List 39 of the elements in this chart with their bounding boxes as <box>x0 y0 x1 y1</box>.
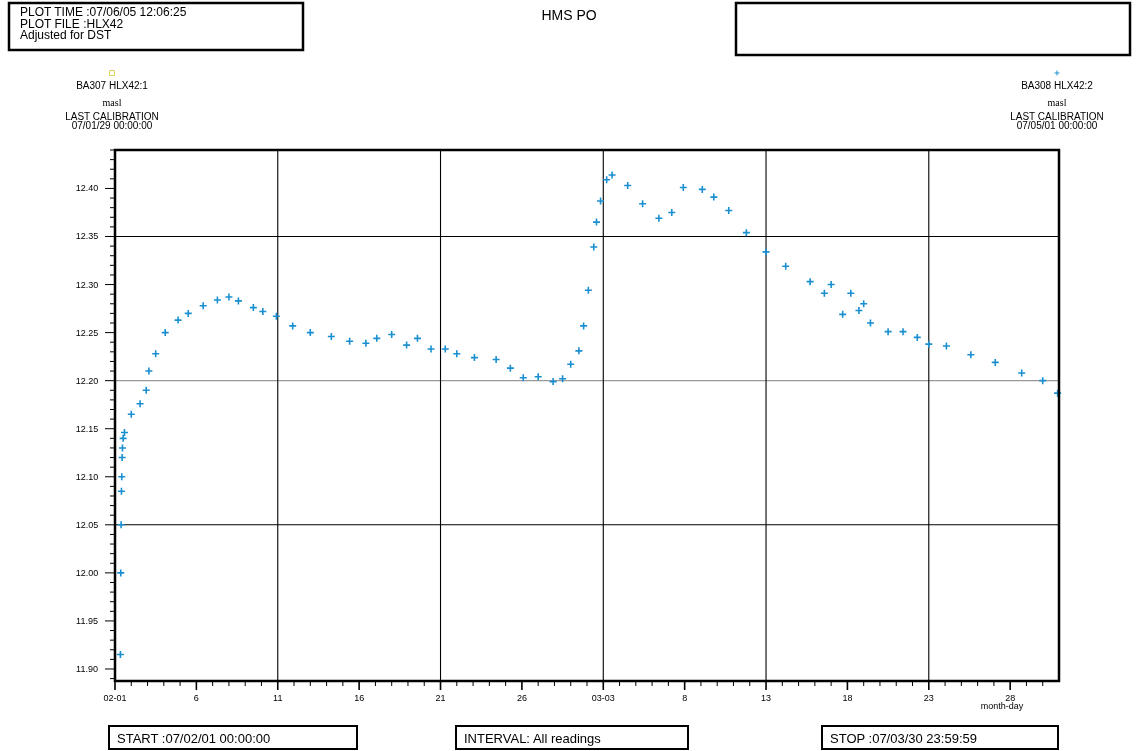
x-tick-label: 21 <box>435 693 446 703</box>
y-tick-label: 12.40 <box>75 183 99 194</box>
x-tick-label: 02-01 <box>103 693 127 703</box>
text: INTERVAL: All readings <box>464 731 602 746</box>
text: Adjusted for DST <box>20 28 113 42</box>
text: PLOT FILE :HLX42 <box>20 16 124 31</box>
x-tick-label: 13 <box>761 693 772 703</box>
y-tick-label: 12.00 <box>75 567 99 578</box>
x-tick-label: 26 <box>516 693 527 703</box>
y-tick-label: 12.05 <box>75 519 99 530</box>
text: BA307 HLX42:1 <box>76 80 149 91</box>
y-tick-label: 12.30 <box>75 279 99 290</box>
x-tick-label: 23 <box>923 693 934 703</box>
y-tick-label: 11.95 <box>76 615 98 626</box>
chart-title: HMS PO <box>541 7 597 23</box>
text: masl <box>1047 97 1067 108</box>
text: START :07/02/01 00:00:00 <box>117 731 271 746</box>
x-tick-label: 8 <box>682 693 688 703</box>
x-tick-label: 6 <box>193 693 199 703</box>
x-tick-label: 18 <box>842 693 853 703</box>
text: 07/05/01 00:00:00 <box>1016 120 1098 131</box>
text: 07/01/29 00:00:00 <box>71 120 153 131</box>
legend-label: BA308 HLX42:2 <box>1021 80 1094 91</box>
y-tick-label: 12.25 <box>75 327 99 338</box>
text: LAST CALIBRATION <box>65 111 159 122</box>
text: STOP :07/03/30 23:59:59 <box>830 731 977 746</box>
y-tick-label: 12.35 <box>75 231 99 242</box>
y-tick-label: 12.10 <box>75 471 99 482</box>
text: masl <box>102 97 122 108</box>
x-axis-title: month-day <box>980 701 1024 711</box>
y-tick-label: 11.90 <box>76 663 98 674</box>
text: LAST CALIBRATION <box>1010 111 1104 122</box>
text: PLOT TIME :07/06/05 12:06:25 <box>20 5 187 19</box>
x-tick-label: 16 <box>354 693 365 703</box>
x-tick-label: 28 <box>1005 693 1016 703</box>
y-tick-label: 12.20 <box>75 375 99 386</box>
x-tick-label: 03-03 <box>591 693 615 703</box>
y-tick-label: 12.15 <box>75 423 99 434</box>
x-tick-label: 11 <box>273 693 283 703</box>
